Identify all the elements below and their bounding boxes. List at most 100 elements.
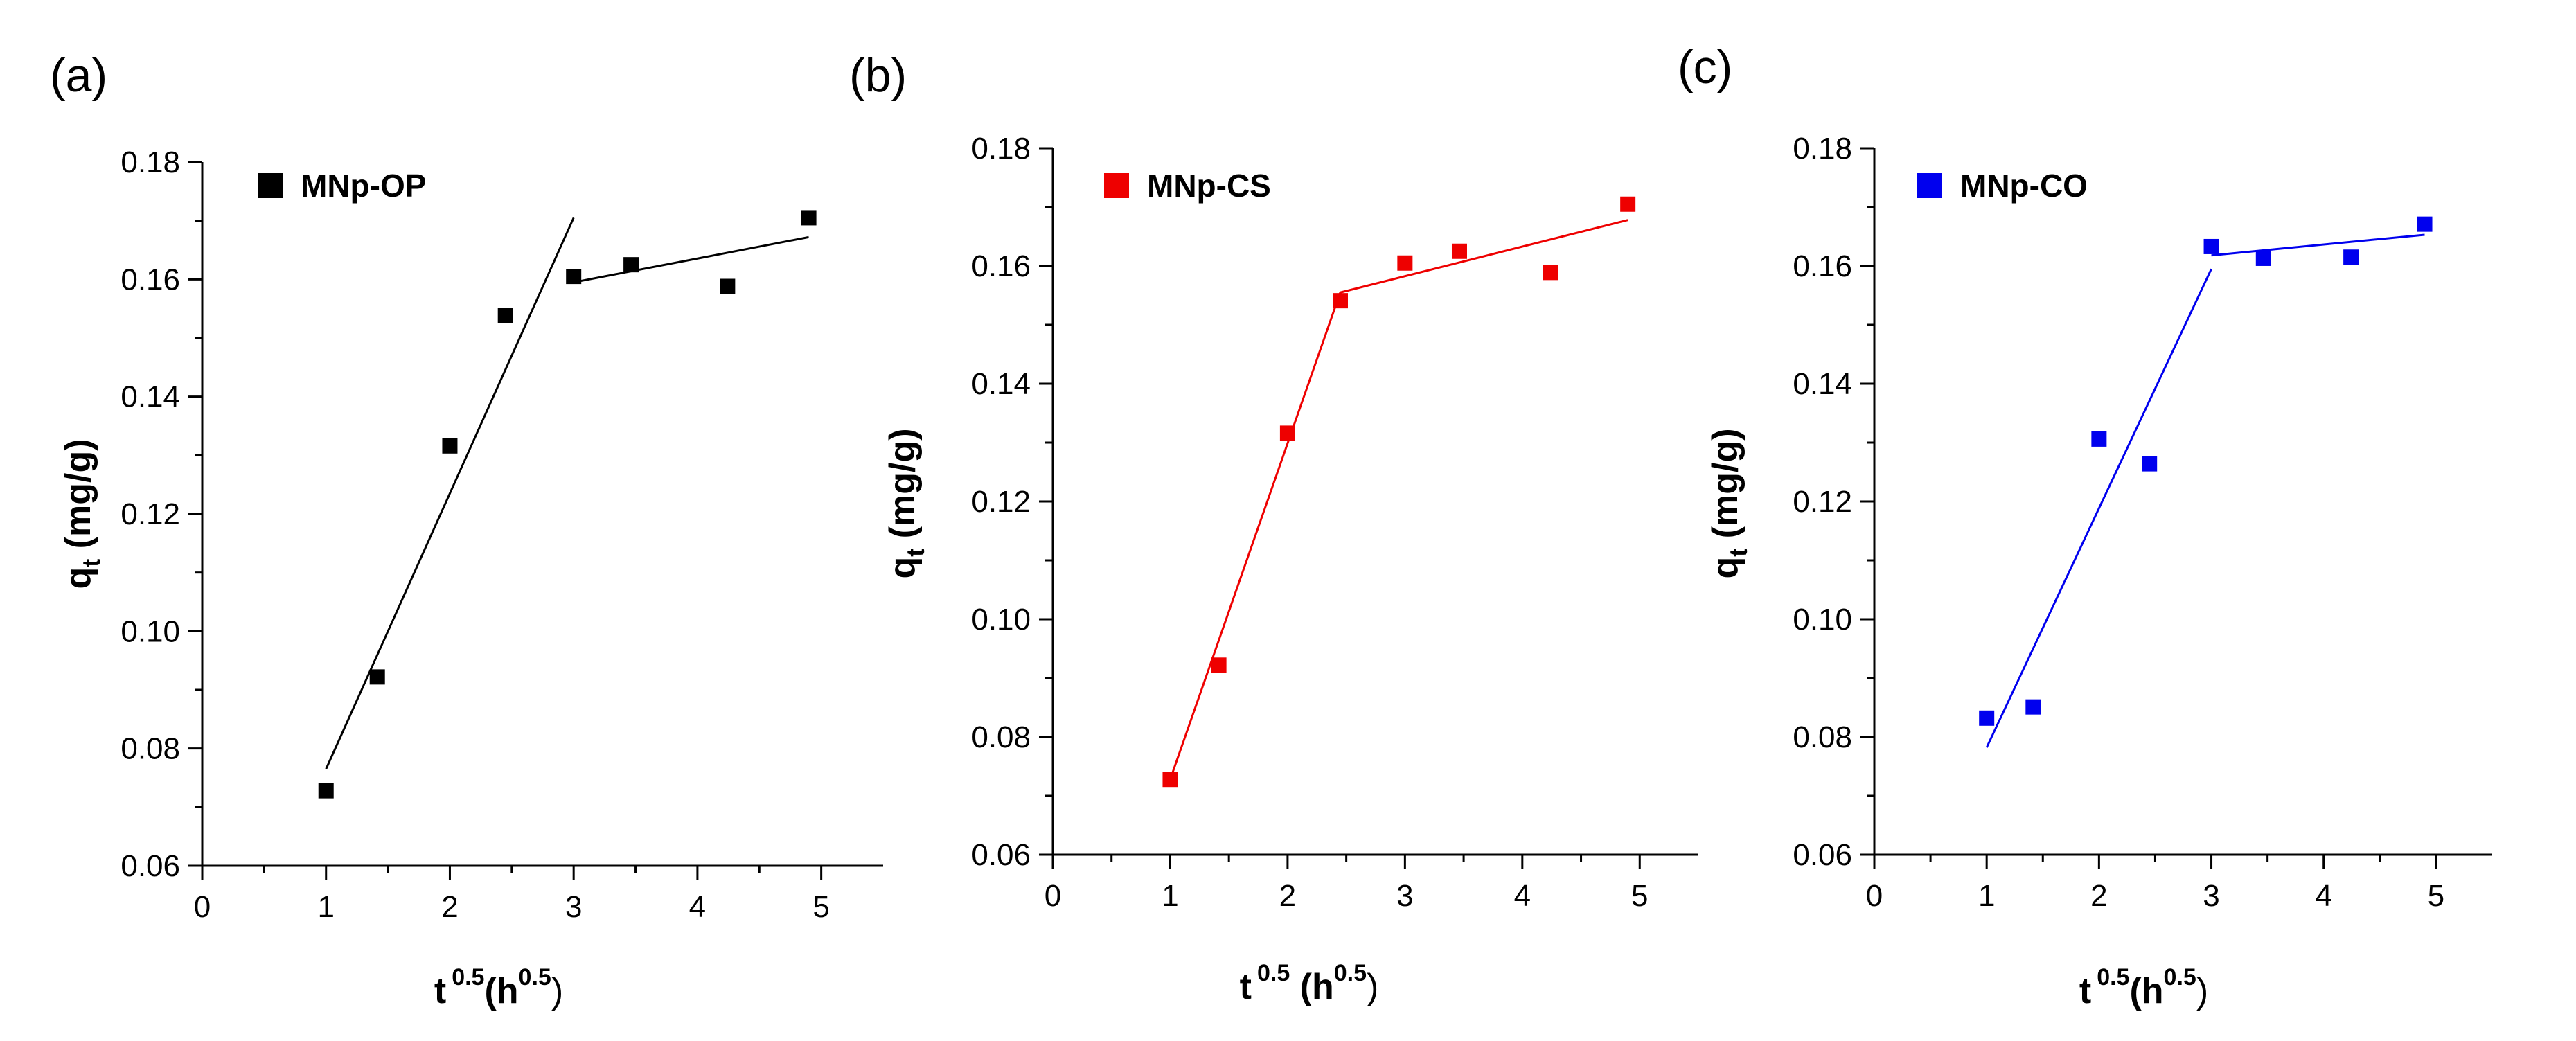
x-title-sup: 0.5 [2097,964,2129,990]
x-title-unit-sup: 0.5 [519,964,551,990]
y-tick-label: 0.12 [121,497,180,531]
y-tick-label: 0.16 [971,249,1031,283]
x-title-unit: (h [484,971,518,1011]
y-title-rest: (mg/g) [882,428,923,548]
x-tick-label: 3 [1396,879,1413,913]
data-point [1332,293,1348,309]
y-tick-label: 0.18 [121,145,180,179]
data-point [2417,216,2433,232]
panel-label: (a) [50,49,107,102]
y-title-rest: (mg/g) [58,438,98,558]
data-point [318,783,334,799]
x-title-sup: 0.5 [452,964,484,990]
fit-line [1985,268,2212,748]
fit-line [1340,219,1628,294]
y-tick-label: 0.14 [1793,367,1852,401]
x-tick-label: 0 [1866,879,1883,913]
x-tick-label: 3 [565,890,582,924]
y-tick-label: 0.12 [1793,485,1852,519]
data-point [2142,456,2158,472]
chart-panel-1: 0 1 2 3 4 5 0.06 0.08 0.10 0.12 0.14 0.16 0.18 MNp-OP… [50,49,883,1011]
x-tick-label: 4 [1514,879,1531,913]
data-point [497,308,513,323]
data-point [1397,255,1413,271]
data-point [369,669,385,685]
data-point [1979,710,1995,726]
y-tick-label: 0.10 [1793,603,1852,637]
data-point [720,278,736,294]
y-title-sub: t [901,549,930,557]
data-point [2203,238,2219,254]
x-title-unit-sup: 0.5 [2164,964,2196,990]
x-tick-label: 0 [1045,879,1061,913]
chart-panel-3: 0 1 2 3 4 5 0.06 0.08 0.10 0.12 0.14 0.16 0.18 MNp-CO… [1678,41,2492,1011]
x-title-unit: (h [2129,971,2163,1011]
y-title-rest: (mg/g) [1705,428,1746,548]
x-title-paren: ) [551,971,563,1011]
x-title-base: t [434,971,446,1011]
x-axis-title: t 0.5 (h0.5) [1240,960,1379,1007]
x-tick-label: 1 [1978,879,1995,913]
x-tick-label: 5 [1631,879,1648,913]
y-tick-label: 0.14 [971,367,1031,401]
panel-label: (c) [1678,41,1732,94]
x-tick-label: 5 [812,890,829,924]
y-tick-label: 0.18 [1793,132,1852,166]
y-title-base: q [882,557,923,579]
x-axis-title: t 0.5(h0.5) [434,964,563,1011]
y-tick-label: 0.08 [1793,720,1852,754]
y-title-base: q [58,567,98,589]
x-title-paren: ) [2196,971,2208,1011]
x-tick-label: 2 [1279,879,1296,913]
y-tick-label: 0.16 [1793,249,1852,283]
data-point [566,269,582,285]
data-point [2343,249,2359,265]
y-tick-label: 0.18 [971,132,1031,166]
chart-panel-2: 0 1 2 3 4 5 0.06 0.08 0.10 0.12 0.14 0.16 0.18 MNp-CS… [849,49,1698,1007]
x-title-unit-sup: 0.5 [1334,960,1367,986]
x-tick-label: 5 [2428,879,2444,913]
y-tick-label: 0.14 [121,380,180,414]
x-tick-label: 1 [317,890,334,924]
x-title-base: t [1240,967,1252,1007]
x-tick-label: 4 [689,890,706,924]
x-tick-label: 0 [194,890,211,924]
y-tick-label: 0.10 [971,603,1031,637]
data-point [801,210,817,226]
y-tick-label: 0.08 [971,720,1031,754]
y-axis-title: qt (mg/g) [882,428,930,578]
data-point [442,438,458,454]
data-point [623,257,639,273]
y-tick-label: 0.06 [1793,838,1852,872]
x-tick-label: 2 [441,890,458,924]
data-point [1620,196,1636,212]
data-point [2091,431,2107,447]
fit-line [325,217,575,769]
fit-line [1169,292,1342,780]
x-tick-label: 1 [1162,879,1178,913]
legend-marker [1917,173,1942,198]
legend-label: MNp-CO [1960,168,2088,204]
y-axis-title: qt (mg/g) [58,438,105,589]
legend-marker [1104,173,1129,198]
x-title-paren: ) [1367,967,1378,1007]
fit-line [2211,233,2425,257]
y-title-sub: t [1724,549,1752,557]
x-tick-label: 2 [2090,879,2107,913]
x-tick-label: 4 [2315,879,2331,913]
data-point [2025,699,2041,715]
y-title-base: q [1705,557,1746,579]
legend-label: MNp-CS [1147,168,1271,204]
y-axis-title: qt (mg/g) [1705,428,1752,578]
x-tick-label: 3 [2203,879,2219,913]
x-title-unit: (h [1290,967,1334,1007]
y-title-sub: t [77,559,105,567]
x-axis-title: t 0.5(h0.5) [2079,964,2208,1011]
data-point [1279,425,1295,441]
y-tick-label: 0.12 [971,485,1031,519]
x-title-sup: 0.5 [1257,960,1290,986]
data-point [1543,265,1558,281]
y-tick-label: 0.06 [121,849,180,883]
y-tick-label: 0.10 [121,614,180,648]
data-point [1211,657,1227,673]
